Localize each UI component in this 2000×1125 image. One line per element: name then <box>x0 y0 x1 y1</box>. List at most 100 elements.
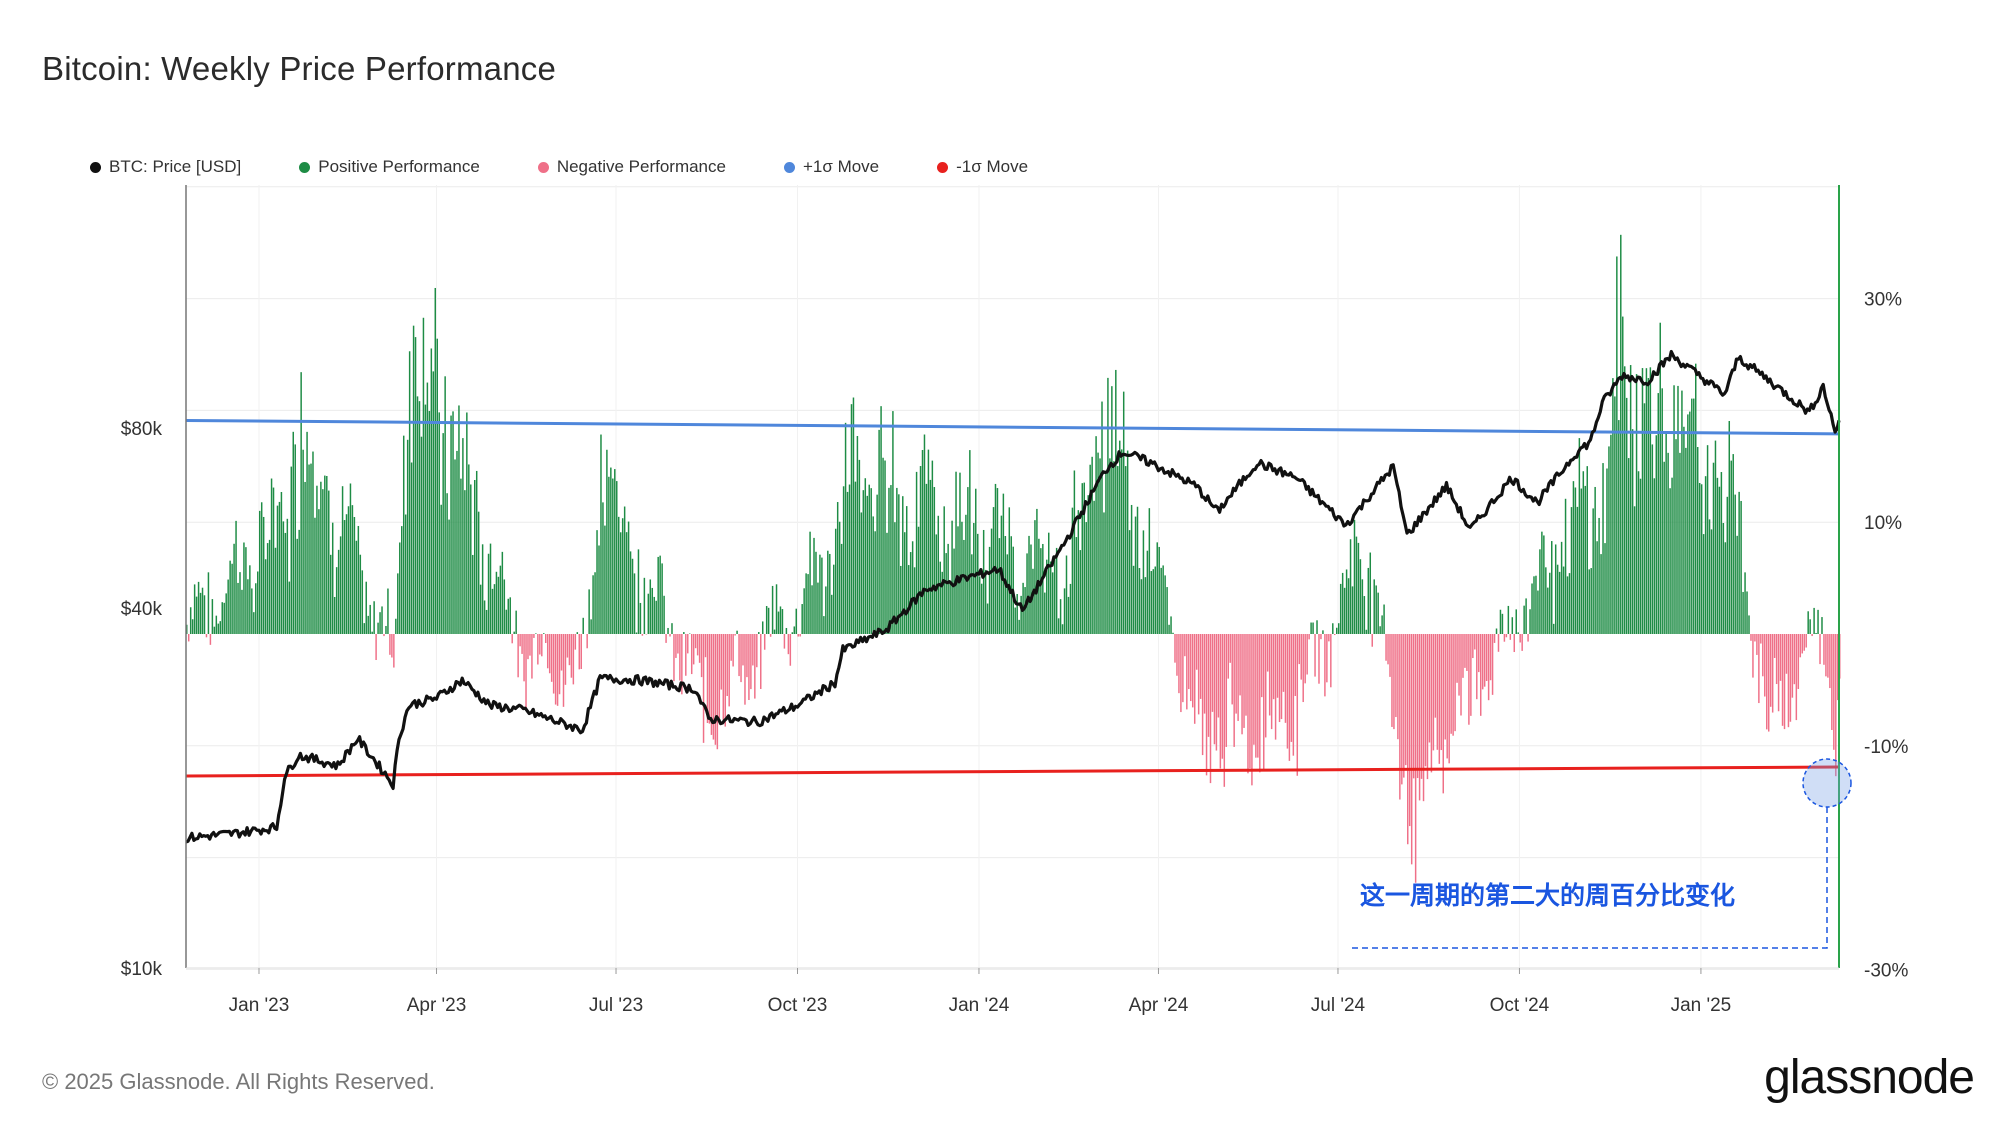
positive-bar <box>967 487 969 634</box>
positive-bar <box>781 609 784 634</box>
negative-bar <box>519 634 521 647</box>
positive-bar <box>1817 609 1819 634</box>
positive-bar <box>1606 468 1608 634</box>
positive-bar <box>831 594 833 634</box>
positive-bar <box>683 632 685 634</box>
negative-bar <box>752 634 754 666</box>
positive-bar <box>1105 471 1107 634</box>
positive-bar <box>898 494 900 634</box>
positive-bar <box>1341 572 1344 634</box>
positive-bar <box>815 551 817 634</box>
negative-bar <box>1195 634 1198 670</box>
negative-bar <box>529 634 531 656</box>
legend-item-minus-sigma[interactable]: -1σ Move <box>937 157 1028 177</box>
positive-bar <box>785 627 788 634</box>
positive-bar <box>1710 529 1713 634</box>
positive-bar <box>1566 576 1569 634</box>
chart-title: Bitcoin: Weekly Price Performance <box>42 50 557 87</box>
positive-bar <box>795 608 797 634</box>
negative-bar <box>722 634 725 720</box>
negative-bar <box>1420 634 1423 779</box>
positive-bar <box>316 485 318 634</box>
negative-bar <box>1454 634 1456 732</box>
positive-bar <box>994 483 997 634</box>
positive-bar <box>1316 620 1318 634</box>
positive-bar <box>339 536 342 634</box>
negative-bar <box>1272 634 1275 700</box>
positive-bar <box>1661 388 1663 634</box>
positive-bar <box>791 632 794 634</box>
positive-bar <box>1345 569 1348 634</box>
positive-bar <box>612 478 614 634</box>
negative-bar <box>517 634 519 678</box>
positive-bar <box>1631 429 1634 634</box>
negative-bar <box>692 634 695 665</box>
positive-bar <box>1138 568 1141 634</box>
positive-bar <box>371 631 373 634</box>
negative-bar <box>1215 634 1218 751</box>
positive-bar <box>351 505 354 634</box>
positive-bar <box>1576 506 1579 634</box>
positive-bar <box>513 631 515 634</box>
positive-bar <box>337 549 340 634</box>
negative-bar <box>1428 634 1431 743</box>
negative-bar <box>1306 634 1308 675</box>
positive-bar <box>444 376 446 634</box>
positive-bar <box>937 515 940 634</box>
positive-bar <box>1667 452 1669 634</box>
positive-bar <box>878 429 880 634</box>
positive-bar <box>610 467 612 634</box>
positive-bar <box>1042 543 1044 634</box>
positive-bar <box>1616 256 1618 634</box>
negative-bar <box>1211 634 1214 712</box>
negative-bar <box>734 634 736 636</box>
negative-bar <box>531 634 533 679</box>
positive-bar <box>213 626 216 634</box>
positive-bar <box>1152 569 1155 634</box>
positive-bar <box>481 544 484 634</box>
negative-bar <box>1831 634 1833 730</box>
positive-bar <box>821 557 823 634</box>
positive-bar <box>576 632 579 634</box>
positive-bar <box>1026 553 1028 634</box>
glassnode-logo[interactable]: glassnode <box>1764 1051 1975 1104</box>
positive-bar <box>298 529 300 634</box>
negative-bar <box>554 634 557 705</box>
negative-bar <box>209 634 212 645</box>
positive-bar <box>1111 386 1113 634</box>
positive-bar <box>270 478 273 634</box>
positive-bar <box>237 582 239 634</box>
legend-item-btc-price[interactable]: BTC: Price [USD] <box>90 157 241 177</box>
negative-bar <box>1418 634 1421 801</box>
positive-bar <box>1659 322 1661 634</box>
positive-bar <box>1383 604 1385 634</box>
positive-bar <box>197 581 200 634</box>
positive-bar <box>1594 486 1596 634</box>
positive-bar <box>1663 461 1665 634</box>
positive-bar <box>363 623 366 634</box>
positive-bar <box>1635 374 1638 634</box>
legend-item-plus-sigma[interactable]: +1σ Move <box>783 157 879 177</box>
legend-item-negative[interactable]: Negative Performance <box>537 157 726 177</box>
negative-bar <box>1760 634 1762 644</box>
negative-bar <box>1282 634 1285 692</box>
positive-bar <box>318 509 320 634</box>
positive-bar <box>949 583 951 634</box>
positive-bar <box>473 480 476 634</box>
negative-bar <box>1318 634 1320 684</box>
positive-bar <box>1724 542 1727 634</box>
negative-bar <box>1837 634 1839 701</box>
positive-bar <box>929 479 932 634</box>
negative-bar <box>1799 634 1802 658</box>
negative-bar <box>1811 634 1813 637</box>
positive-bar <box>1063 588 1066 634</box>
positive-bar <box>1071 507 1074 634</box>
positive-bar <box>939 561 941 634</box>
positive-bar <box>1146 550 1149 634</box>
positive-bar <box>247 579 249 634</box>
positive-bar <box>953 548 955 634</box>
legend-item-positive[interactable]: Positive Performance <box>299 157 480 177</box>
positive-bar <box>1046 559 1048 634</box>
positive-bar <box>637 549 640 634</box>
